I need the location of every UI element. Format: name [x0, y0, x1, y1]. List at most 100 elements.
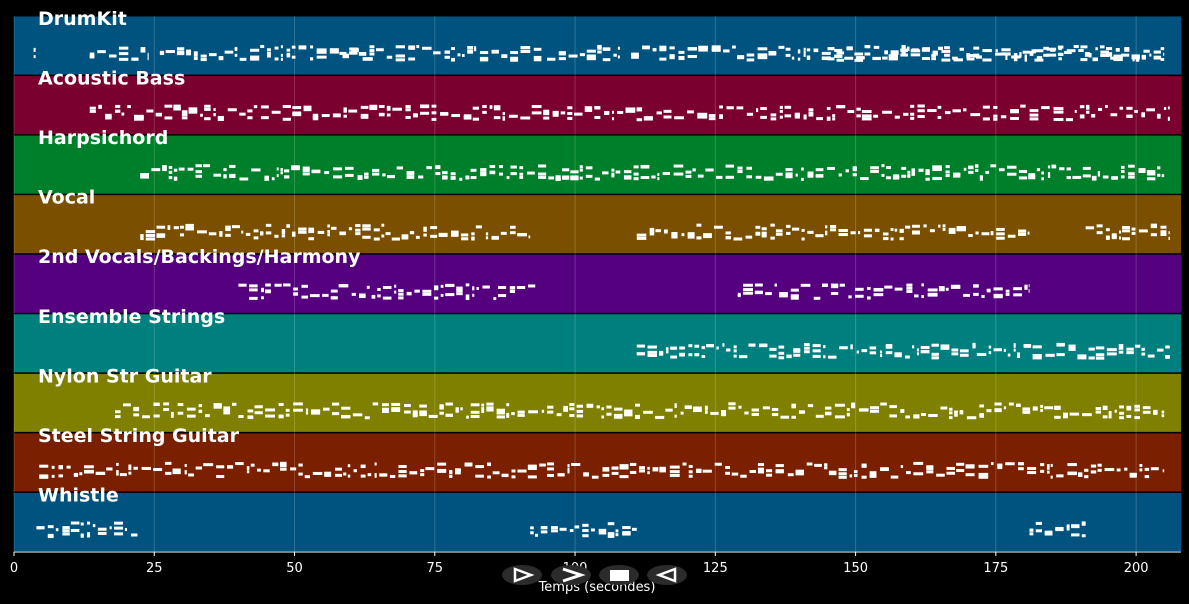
note-mark [994, 408, 1002, 412]
note-mark [759, 344, 768, 348]
track-lane-background [14, 76, 1181, 135]
note-mark [861, 117, 872, 121]
note-mark [493, 297, 497, 301]
fast-forward-button[interactable] [551, 565, 591, 585]
note-mark [678, 55, 685, 59]
note-mark [806, 462, 813, 466]
track-lane-background [14, 135, 1181, 194]
note-mark [185, 226, 194, 230]
note-mark [435, 172, 441, 176]
note-mark [386, 105, 391, 109]
note-mark [1157, 348, 1164, 352]
note-mark [757, 56, 768, 60]
note-mark [1086, 110, 1090, 114]
note-mark [118, 46, 129, 50]
note-mark [186, 407, 196, 411]
note-mark [486, 408, 494, 412]
note-mark [1065, 118, 1074, 122]
note-mark [310, 45, 314, 49]
note-mark [647, 345, 657, 349]
note-mark [1119, 411, 1124, 415]
note-mark [704, 407, 708, 411]
note-mark [47, 525, 54, 529]
note-mark [439, 404, 444, 408]
note-mark [601, 407, 605, 411]
note-mark [62, 532, 70, 536]
note-mark [900, 465, 904, 469]
note-mark [795, 472, 805, 476]
note-mark [360, 113, 369, 117]
x-tick-label: 75 [427, 561, 444, 576]
track-notes [39, 461, 1165, 479]
note-mark [873, 293, 884, 297]
note-mark [851, 404, 856, 408]
note-mark [1111, 176, 1118, 180]
note-mark [861, 463, 867, 467]
note-mark [669, 465, 680, 469]
note-mark [193, 53, 198, 57]
x-axis: 0255075100125150175200 [10, 551, 1181, 576]
x-axis-title: Temps (secondes) [538, 580, 656, 595]
note-mark [970, 113, 981, 117]
note-mark [579, 176, 583, 180]
note-mark [116, 470, 119, 474]
note-mark [656, 111, 662, 115]
note-mark [1113, 58, 1123, 62]
play-button[interactable] [502, 565, 542, 585]
note-mark [647, 354, 657, 358]
note-mark [412, 412, 418, 416]
track-label: Vocal [38, 187, 95, 209]
track-lane [14, 314, 1181, 373]
note-mark [1082, 174, 1091, 178]
note-mark [310, 57, 314, 61]
stop-button[interactable] [599, 565, 639, 585]
note-mark [439, 411, 444, 415]
rewind-button[interactable] [647, 565, 687, 585]
note-mark [846, 408, 850, 412]
note-mark [491, 236, 499, 240]
note-mark [979, 414, 984, 418]
note-mark [562, 168, 570, 172]
note-mark [309, 294, 320, 298]
note-mark [993, 348, 1002, 352]
note-mark [785, 47, 791, 51]
note-mark [1069, 412, 1080, 416]
note-mark [1046, 470, 1050, 474]
note-mark [836, 51, 845, 55]
note-mark [1157, 166, 1161, 170]
note-mark [163, 408, 170, 412]
note-mark [755, 232, 761, 236]
note-mark [828, 472, 837, 476]
note-mark [464, 462, 473, 466]
note-mark [246, 470, 250, 474]
note-mark [1088, 53, 1092, 57]
note-mark [938, 224, 941, 228]
note-mark [942, 224, 946, 228]
note-mark [391, 409, 401, 413]
track-lane [14, 16, 1181, 75]
note-mark [386, 55, 393, 59]
note-mark [133, 466, 138, 470]
note-mark [506, 403, 510, 407]
note-mark [351, 292, 356, 296]
note-mark [756, 108, 759, 112]
note-mark [584, 106, 593, 110]
note-mark [470, 415, 480, 419]
note-mark [912, 231, 920, 235]
note-mark [1097, 463, 1102, 467]
note-mark [1084, 51, 1090, 55]
note-mark [1013, 58, 1018, 62]
note-mark [250, 55, 260, 59]
note-mark [906, 471, 911, 475]
note-mark [1129, 472, 1137, 476]
note-mark [1097, 173, 1100, 177]
note-mark [702, 469, 712, 473]
note-mark [671, 231, 678, 235]
note-mark [374, 462, 377, 466]
note-mark [757, 470, 764, 474]
track-label: Ensemble Strings [38, 306, 225, 328]
note-mark [97, 527, 107, 531]
note-mark [1050, 475, 1053, 479]
note-mark [1160, 225, 1167, 229]
note-mark [455, 471, 461, 475]
